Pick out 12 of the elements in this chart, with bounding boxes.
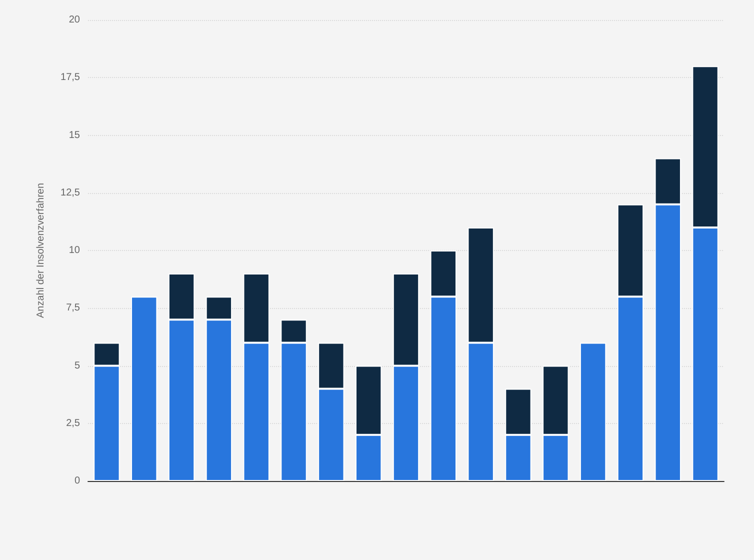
y-tick-label: 10 bbox=[68, 245, 80, 256]
y-tick-label: 12,5 bbox=[60, 187, 80, 198]
y-tick-label: 5 bbox=[74, 360, 80, 372]
bar bbox=[131, 296, 158, 481]
y-tick-label: 15 bbox=[68, 130, 80, 141]
y-tick-label: 17,5 bbox=[60, 72, 80, 84]
bar bbox=[580, 342, 606, 481]
y-tick-label: 7,5 bbox=[66, 302, 80, 314]
y-tick-label: 0 bbox=[74, 476, 80, 486]
y-axis-title: Anzahl der Insolvenzverfahren bbox=[36, 182, 46, 318]
y-tick-label: 2,5 bbox=[66, 418, 80, 429]
y-tick-label: 20 bbox=[68, 14, 80, 26]
